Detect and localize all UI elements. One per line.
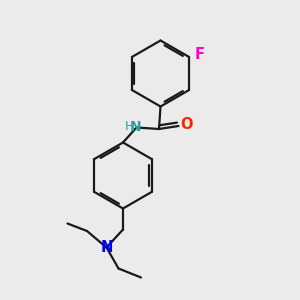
Text: N: N xyxy=(100,240,113,255)
Text: F: F xyxy=(195,47,205,62)
Text: N: N xyxy=(130,120,141,134)
Text: O: O xyxy=(181,117,193,132)
Text: H: H xyxy=(124,120,134,133)
